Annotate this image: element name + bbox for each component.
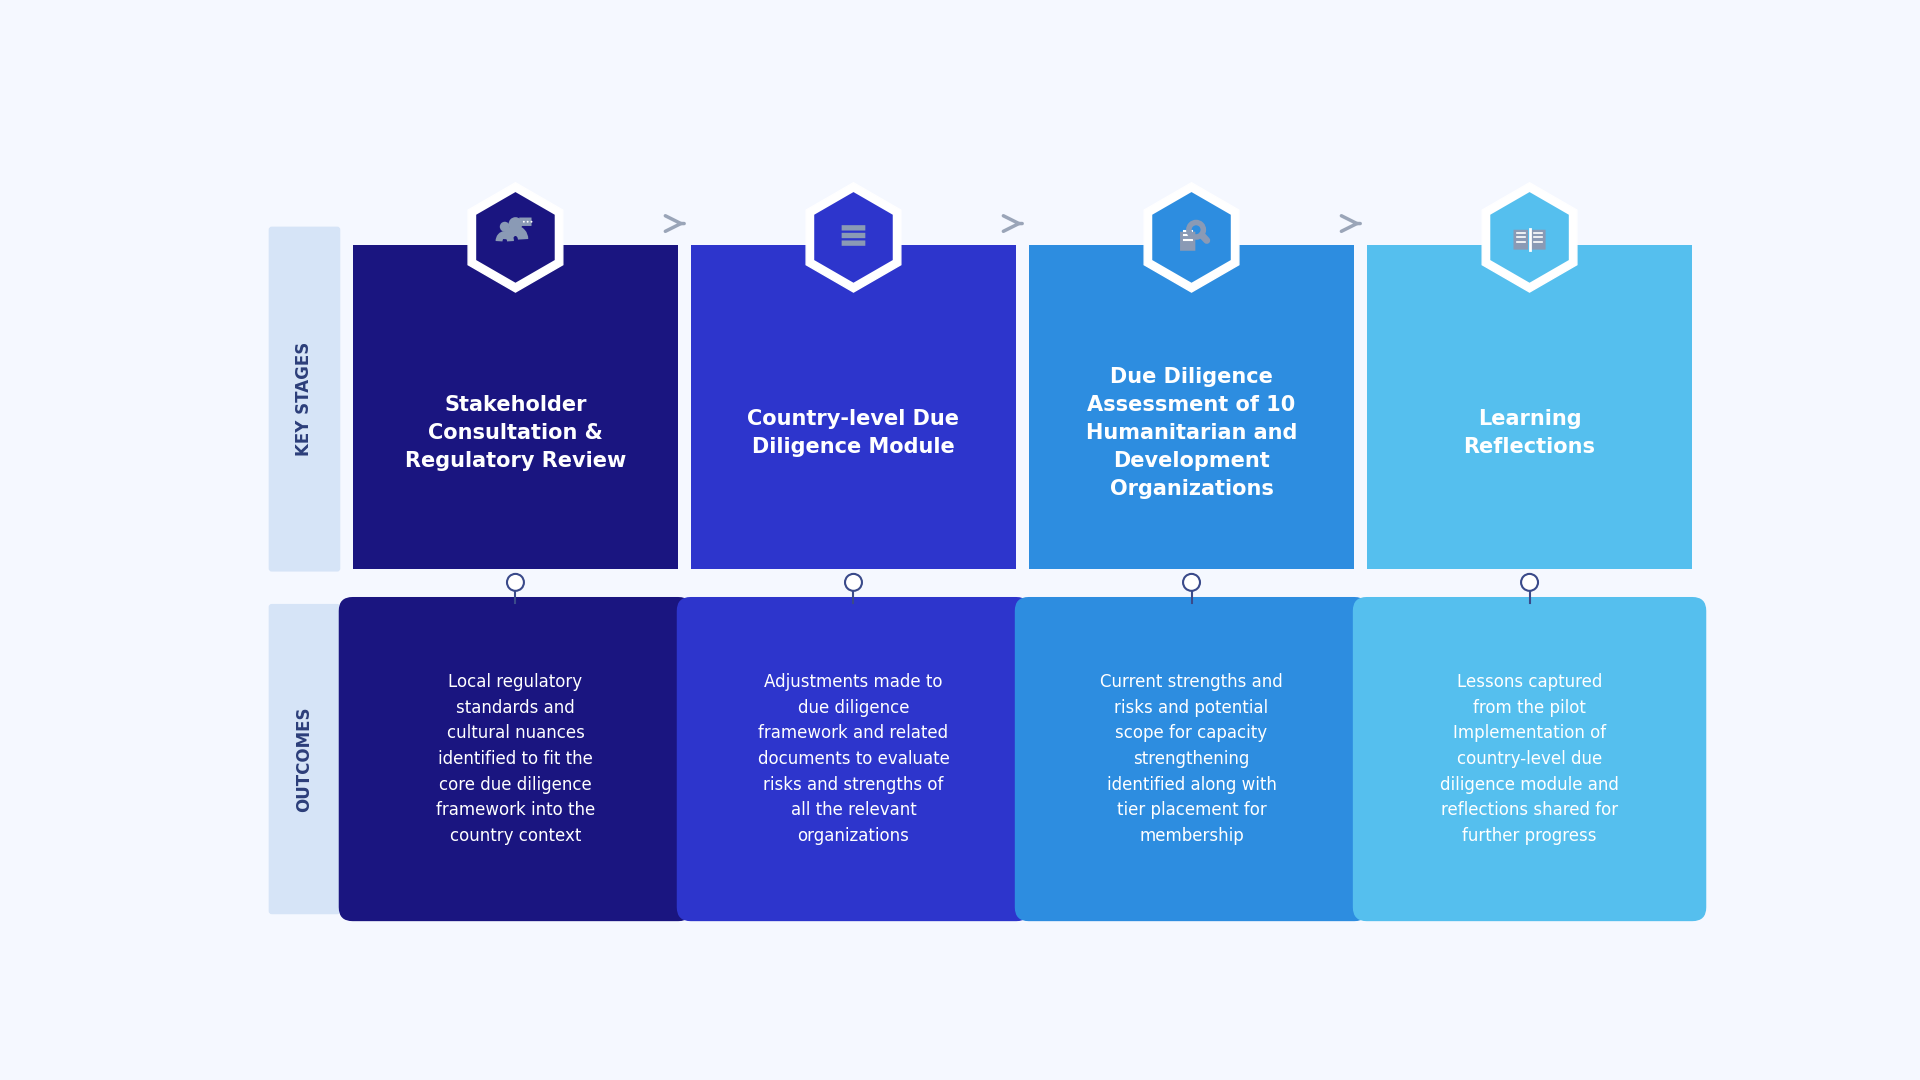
Circle shape [1183, 573, 1200, 591]
Text: KEY STAGES: KEY STAGES [296, 342, 313, 456]
Polygon shape [812, 190, 895, 285]
FancyBboxPatch shape [353, 245, 678, 568]
FancyBboxPatch shape [338, 597, 693, 921]
FancyBboxPatch shape [518, 217, 532, 226]
Text: Adjustments made to
due diligence
framework and related
documents to evaluate
ri: Adjustments made to due diligence framew… [758, 673, 948, 846]
FancyBboxPatch shape [269, 227, 340, 571]
Text: Local regulatory
standards and
cultural nuances
identified to fit the
core due d: Local regulatory standards and cultural … [436, 673, 595, 846]
Text: Due Diligence
Assessment of 10
Humanitarian and
Development
Organizations: Due Diligence Assessment of 10 Humanitar… [1087, 367, 1298, 499]
FancyBboxPatch shape [676, 597, 1031, 921]
FancyBboxPatch shape [269, 604, 340, 915]
Text: OUTCOMES: OUTCOMES [296, 706, 313, 812]
Text: Lessons captured
from the pilot
Implementation of
country-level due
diligence mo: Lessons captured from the pilot Implemen… [1440, 673, 1619, 846]
FancyBboxPatch shape [1016, 597, 1369, 921]
Circle shape [845, 573, 862, 591]
Text: Current strengths and
risks and potential
scope for capacity
strengthening
ident: Current strengths and risks and potentia… [1100, 673, 1283, 846]
Polygon shape [806, 183, 900, 292]
Circle shape [499, 221, 509, 232]
Polygon shape [1150, 190, 1233, 285]
Polygon shape [1144, 183, 1238, 292]
Polygon shape [1482, 183, 1576, 292]
Polygon shape [474, 190, 557, 285]
Circle shape [509, 217, 522, 231]
FancyBboxPatch shape [1367, 245, 1692, 568]
Text: Stakeholder
Consultation &
Regulatory Review: Stakeholder Consultation & Regulatory Re… [405, 394, 626, 471]
Polygon shape [1488, 190, 1571, 285]
Text: Learning
Reflections: Learning Reflections [1463, 408, 1596, 457]
FancyBboxPatch shape [1513, 230, 1528, 249]
FancyBboxPatch shape [841, 225, 866, 230]
FancyBboxPatch shape [1181, 232, 1196, 251]
FancyBboxPatch shape [691, 245, 1016, 568]
Text: Country-level Due
Diligence Module: Country-level Due Diligence Module [747, 408, 960, 457]
FancyBboxPatch shape [841, 241, 866, 246]
FancyBboxPatch shape [841, 233, 866, 239]
Polygon shape [468, 183, 563, 292]
Circle shape [507, 573, 524, 591]
FancyBboxPatch shape [1530, 230, 1546, 249]
FancyBboxPatch shape [1029, 245, 1354, 568]
FancyBboxPatch shape [1354, 597, 1707, 921]
Circle shape [1521, 573, 1538, 591]
